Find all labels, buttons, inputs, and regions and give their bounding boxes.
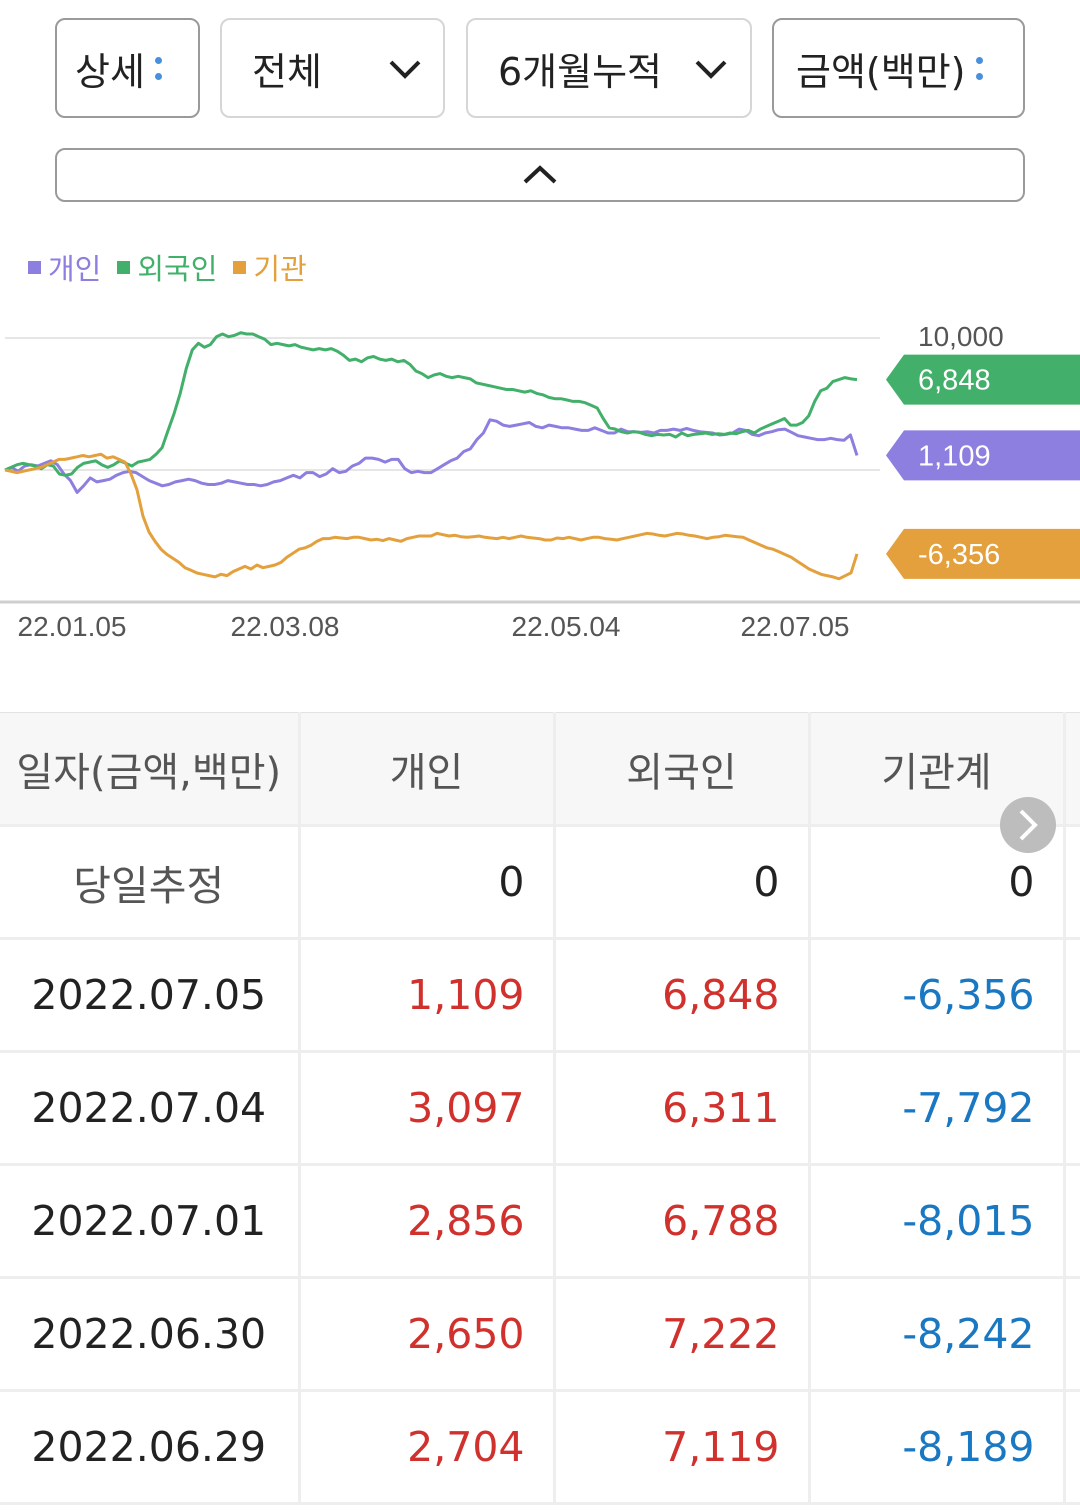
legend-item-individual: 개인: [28, 246, 101, 288]
row-institution: -7,792: [809, 1051, 1066, 1166]
value-tag-label: -6,356: [918, 539, 1000, 571]
legend-label: 외국인: [137, 252, 218, 286]
legend-swatch: [28, 260, 41, 274]
value-tag-2: -6,356: [886, 528, 1080, 579]
chart-legend: 개인 외국인 기관: [28, 246, 307, 288]
table-row: 2022.07.05 1,109 6,848 -6,356: [0, 938, 1080, 1053]
row-individual: 1,109: [299, 938, 556, 1053]
row-date: 2022.06.30: [0, 1277, 301, 1392]
period-select[interactable]: 6개월누적: [466, 18, 752, 118]
value-tag-shape: [886, 354, 1080, 405]
x-tick-label: 22.03.08: [231, 611, 340, 642]
view-select[interactable]: 상세: [55, 18, 200, 118]
collapse-toggle-button[interactable]: [55, 148, 1025, 202]
legend-item-foreign: 외국인: [117, 246, 217, 288]
legend-swatch: [117, 260, 131, 274]
row-individual: 2,650: [299, 1277, 556, 1392]
x-ticks: 22.01.05 22.03.08 22.05.04 22.07.05: [18, 611, 850, 642]
value-tag-shape: [886, 528, 1080, 579]
today-label: 당일추정: [0, 825, 301, 940]
row-foreign: 6,311: [554, 1051, 811, 1166]
today-foreign: 0: [554, 825, 811, 940]
value-tag-label: 6,848: [918, 365, 991, 397]
chevron-up-icon: [523, 165, 557, 184]
series-line-2: [4, 452, 859, 581]
x-tick-label: 22.01.05: [18, 611, 127, 642]
table-row: 2022.06.29 2,704 7,119 -8,189: [0, 1390, 1080, 1505]
today-individual: 0: [299, 825, 556, 940]
value-tags: 1,109 6,848 -6,356: [886, 354, 1080, 579]
scope-select[interactable]: 전체: [220, 18, 445, 118]
row-date: 2022.07.05: [0, 938, 301, 1053]
header-date: 일자(금액,백만): [0, 712, 301, 827]
investor-table: 일자(금액,백만) 개인 외국인 기관계 당일추정 0 0 0 2022.07.…: [0, 712, 1080, 1505]
row-foreign: 6,788: [554, 1164, 811, 1279]
value-tag-1: 6,848: [886, 354, 1080, 405]
more-vertical-icon: [154, 56, 162, 80]
row-institution: -6,356: [809, 938, 1066, 1053]
row-foreign: 6,848: [554, 938, 811, 1053]
chevron-down-icon: [389, 60, 421, 79]
unit-select[interactable]: 금액(백만): [772, 18, 1025, 118]
value-tag-label: 1,109: [918, 440, 991, 472]
legend-item-institution: 기관: [233, 246, 307, 288]
scope-select-label: 전체: [252, 49, 322, 94]
period-select-label: 6개월누적: [498, 49, 663, 94]
table-row: 2022.07.01 2,856 6,788 -8,015: [0, 1164, 1080, 1279]
row-foreign: 7,119: [554, 1390, 811, 1505]
row-date: 2022.06.29: [0, 1390, 301, 1505]
value-tag-0: 1,109: [886, 430, 1080, 481]
legend-label: 개인: [48, 252, 102, 286]
chevron-down-icon: [695, 60, 727, 79]
x-tick-label: 22.07.05: [741, 611, 850, 642]
table-header-row: 일자(금액,백만) 개인 외국인 기관계: [0, 712, 1080, 827]
x-tick-label: 22.05.04: [512, 611, 621, 642]
table-row-today: 당일추정 0 0 0: [0, 825, 1080, 940]
value-tag-shape: [886, 430, 1080, 481]
scroll-right-button[interactable]: [1000, 797, 1056, 853]
view-select-label: 상세: [75, 49, 145, 94]
row-institution: -8,015: [809, 1164, 1066, 1279]
legend-label: 기관: [253, 252, 307, 286]
row-institution: -8,242: [809, 1277, 1066, 1392]
table-row: 2022.07.04 3,097 6,311 -7,792: [0, 1051, 1080, 1166]
row-date: 2022.07.04: [0, 1051, 301, 1166]
row-individual: 3,097: [299, 1051, 556, 1166]
investor-flow-chart: 10,000 1,109 6,848 -6,356 22.01.05 22.03.08…: [0, 321, 1080, 642]
row-date: 2022.07.01: [0, 1164, 301, 1279]
header-foreign: 외국인: [554, 712, 811, 827]
row-institution: -8,189: [809, 1390, 1066, 1505]
table-row: 2022.06.30 2,650 7,222 -8,242: [0, 1277, 1080, 1392]
row-individual: 2,856: [299, 1164, 556, 1279]
unit-select-label: 금액(백만): [796, 49, 966, 94]
series-layer: [4, 331, 859, 581]
y-max-label: 10,000: [918, 321, 1004, 352]
header-individual: 개인: [299, 712, 556, 827]
series-line-1: [4, 331, 858, 477]
row-individual: 2,704: [299, 1390, 556, 1505]
chevron-right-icon: [1019, 809, 1038, 841]
legend-swatch: [233, 260, 247, 274]
more-vertical-icon: [975, 56, 983, 80]
row-foreign: 7,222: [554, 1277, 811, 1392]
